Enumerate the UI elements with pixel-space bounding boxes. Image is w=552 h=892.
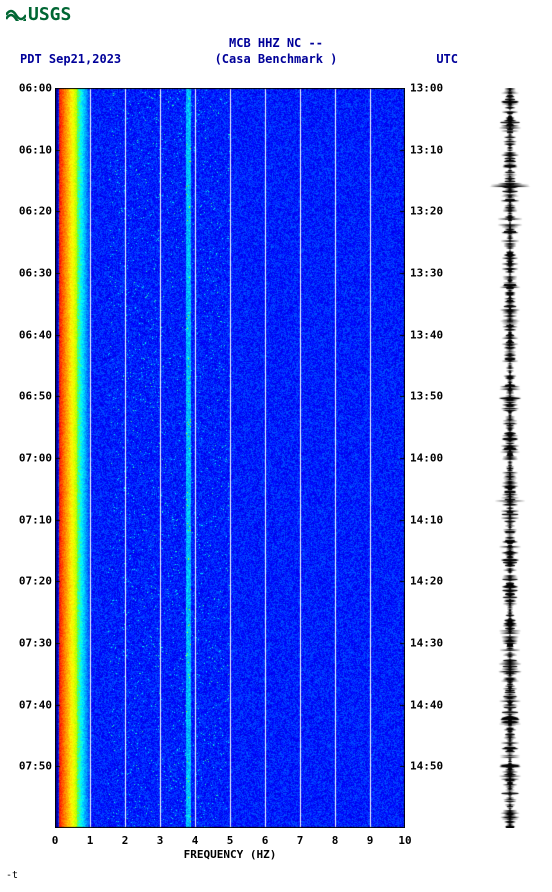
y-right-tick-label: 14:10 xyxy=(410,513,443,526)
y-left-tick-label: 06:20 xyxy=(19,205,52,218)
seismogram-trace xyxy=(480,88,540,828)
chart-header: MCB HHZ NC -- PDT Sep21,2023 (Casa Bench… xyxy=(0,36,552,66)
y-left-tick-label: 06:10 xyxy=(19,143,52,156)
y-right-tick-label: 13:50 xyxy=(410,390,443,403)
x-tick-label: 6 xyxy=(262,834,269,847)
x-axis-title: FREQUENCY (HZ) xyxy=(55,848,405,861)
y-left-tick-label: 07:00 xyxy=(19,452,52,465)
y-left-tick-label: 06:30 xyxy=(19,267,52,280)
station-id: MCB HHZ NC -- xyxy=(0,36,552,50)
y-right-tick-label: 14:00 xyxy=(410,452,443,465)
y-right-tick-label: 14:50 xyxy=(410,760,443,773)
x-tick-label: 9 xyxy=(367,834,374,847)
x-tick-label: 3 xyxy=(157,834,164,847)
y-right-tick-label: 13:00 xyxy=(410,82,443,95)
spectrogram-plot xyxy=(55,88,405,828)
usgs-logo: USGS xyxy=(6,4,71,25)
usgs-logo-text: USGS xyxy=(28,4,71,25)
y-axis-right-labels: 13:0013:1013:2013:3013:4013:5014:0014:10… xyxy=(410,88,455,828)
header-date-left: PDT Sep21,2023 xyxy=(20,52,121,66)
header-utc-right: UTC xyxy=(436,52,458,66)
y-left-tick-label: 07:20 xyxy=(19,575,52,588)
y-left-tick-label: 06:40 xyxy=(19,328,52,341)
x-tick-label: 10 xyxy=(398,834,411,847)
y-left-tick-label: 07:30 xyxy=(19,637,52,650)
y-right-tick-label: 13:10 xyxy=(410,143,443,156)
y-left-tick-label: 07:40 xyxy=(19,698,52,711)
usgs-wave-icon xyxy=(6,5,26,25)
x-tick-label: 5 xyxy=(227,834,234,847)
y-left-tick-label: 06:50 xyxy=(19,390,52,403)
y-right-tick-label: 13:40 xyxy=(410,328,443,341)
y-right-tick-label: 13:20 xyxy=(410,205,443,218)
station-name: (Casa Benchmark ) xyxy=(215,52,338,66)
y-right-tick-label: 14:40 xyxy=(410,698,443,711)
y-right-tick-label: 14:20 xyxy=(410,575,443,588)
seismogram-canvas xyxy=(480,88,540,828)
x-tick-label: 4 xyxy=(192,834,199,847)
y-right-tick-label: 13:30 xyxy=(410,267,443,280)
x-tick-label: 1 xyxy=(87,834,94,847)
y-left-tick-label: 07:10 xyxy=(19,513,52,526)
x-tick-label: 7 xyxy=(297,834,304,847)
y-left-tick-label: 06:00 xyxy=(19,82,52,95)
y-left-tick-label: 07:50 xyxy=(19,760,52,773)
x-tick-label: 8 xyxy=(332,834,339,847)
y-axis-left-labels: 06:0006:1006:2006:3006:4006:5007:0007:10… xyxy=(4,88,52,828)
spectrogram-canvas xyxy=(55,88,405,828)
footer-mark: -t xyxy=(6,870,18,881)
y-right-tick-label: 14:30 xyxy=(410,637,443,650)
x-tick-label: 0 xyxy=(52,834,59,847)
x-tick-label: 2 xyxy=(122,834,129,847)
